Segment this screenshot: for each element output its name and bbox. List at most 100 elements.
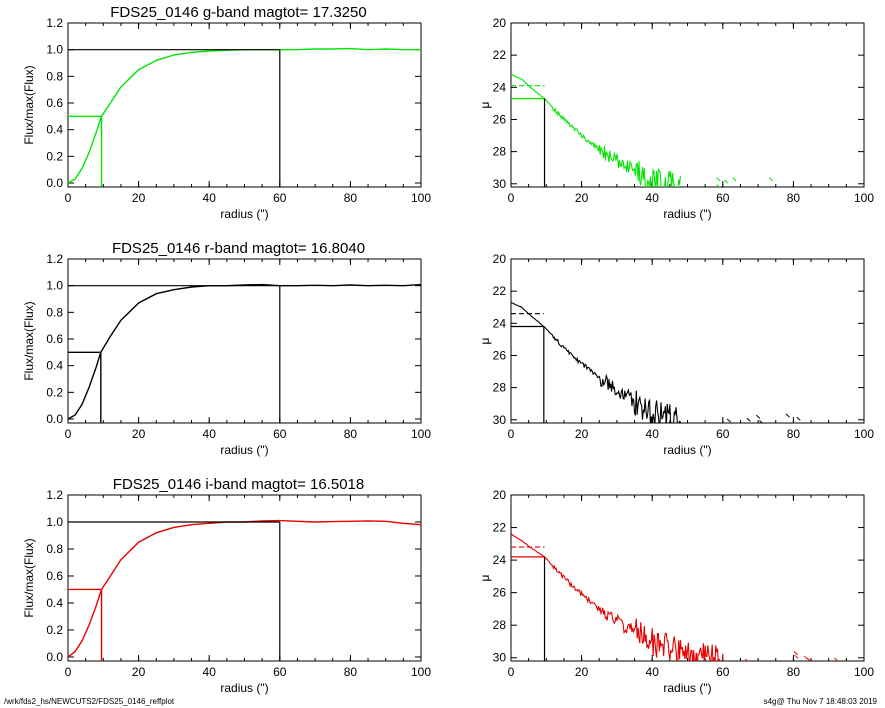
x-axis-label: radius (") bbox=[663, 443, 711, 457]
y-axis-label: Flux/max(Flux) bbox=[22, 301, 36, 380]
y-tick-label: 0.0 bbox=[46, 176, 63, 190]
y-axis-label: Flux/max(Flux) bbox=[22, 65, 36, 144]
x-tick-label: 60 bbox=[273, 427, 287, 441]
y-tick-label: 0.8 bbox=[46, 305, 63, 319]
y-tick-label: 22 bbox=[493, 48, 507, 62]
x-tick-label: 40 bbox=[203, 665, 217, 679]
y-tick-label: 0.6 bbox=[46, 332, 63, 346]
y-tick-label: 28 bbox=[493, 381, 507, 395]
profile-fragment bbox=[806, 657, 812, 661]
plot-frame bbox=[510, 494, 865, 662]
y-tick-label: 30 bbox=[493, 651, 507, 665]
profile-fragment bbox=[716, 177, 721, 182]
y-tick-label: 26 bbox=[493, 112, 507, 126]
chart-panel-i-profile: 0 20 40 60 80 100 20 22 24 26 28 30 radius (") μ bbox=[478, 488, 874, 695]
profile-fragment bbox=[744, 658, 749, 661]
y-tick-label: 30 bbox=[493, 413, 507, 427]
x-tick-label: 60 bbox=[716, 665, 730, 679]
plot-frame bbox=[510, 258, 865, 424]
x-tick-label: 80 bbox=[344, 191, 358, 205]
plot-frame bbox=[510, 22, 865, 188]
x-tick-label: 100 bbox=[411, 191, 431, 205]
plot-area bbox=[68, 519, 421, 661]
y-tick-label: 1.0 bbox=[46, 279, 63, 293]
x-tick-label: 80 bbox=[787, 427, 801, 441]
y-tick-label: 28 bbox=[493, 145, 507, 159]
x-tick-label: 60 bbox=[716, 191, 730, 205]
profile-fragment bbox=[732, 177, 737, 182]
y-tick-label: 0.8 bbox=[46, 542, 63, 556]
chart-panel-r-profile: 0 20 40 60 80 100 20 22 24 26 28 30 radius (") μ bbox=[478, 252, 874, 457]
plot-area bbox=[68, 283, 421, 423]
y-tick-label: 26 bbox=[493, 586, 507, 600]
profile-line bbox=[511, 301, 682, 423]
plot-frame bbox=[67, 22, 422, 188]
y-tick-label: 0.4 bbox=[46, 359, 63, 373]
profile-fragment bbox=[794, 654, 799, 659]
plot-frame bbox=[67, 258, 422, 424]
x-tick-label: 20 bbox=[132, 427, 146, 441]
y-tick-label: 1.0 bbox=[46, 515, 63, 529]
x-tick-label: 20 bbox=[575, 665, 589, 679]
plot-area bbox=[511, 533, 839, 661]
x-tick-label: 100 bbox=[854, 665, 874, 679]
x-tick-label: 60 bbox=[273, 191, 287, 205]
y-tick-label: 20 bbox=[493, 488, 507, 502]
x-tick-label: 0 bbox=[508, 427, 515, 441]
y-tick-label: 0.4 bbox=[46, 596, 63, 610]
y-tick-label: 24 bbox=[493, 316, 507, 330]
plot-area bbox=[511, 301, 801, 423]
y-axis-label: μ bbox=[478, 574, 492, 581]
panel-title: FDS25_0146 i-band magtot= 16.5018 bbox=[113, 476, 364, 493]
x-tick-label: 100 bbox=[411, 427, 431, 441]
y-axis-label: μ bbox=[478, 337, 492, 344]
x-tick-label: 20 bbox=[132, 665, 146, 679]
profile-fragment bbox=[759, 420, 763, 423]
x-axis-label: radius (") bbox=[220, 207, 268, 221]
profile-fragment bbox=[834, 657, 839, 661]
plot-area bbox=[511, 73, 774, 187]
x-tick-label: 100 bbox=[854, 191, 874, 205]
x-tick-label: 40 bbox=[203, 427, 217, 441]
y-tick-label: 0.6 bbox=[46, 569, 63, 583]
plot-frame bbox=[67, 494, 422, 662]
y-tick-label: 1.2 bbox=[46, 488, 63, 502]
x-tick-label: 100 bbox=[854, 427, 874, 441]
y-tick-label: 30 bbox=[493, 177, 507, 191]
y-tick-label: 0.2 bbox=[46, 385, 63, 399]
chart-panel-g-flux: 0 20 40 60 80 100 0.0 0.2 0.4 0.6 0.8 1.0 1.2 radius … bbox=[22, 4, 431, 221]
y-tick-label: 0.2 bbox=[46, 149, 63, 163]
x-tick-label: 0 bbox=[508, 665, 515, 679]
plot-area bbox=[68, 47, 421, 187]
y-tick-label: 0.6 bbox=[46, 96, 63, 110]
x-axis-label: radius (") bbox=[220, 681, 268, 695]
growth-curve-line bbox=[68, 519, 421, 658]
x-tick-label: 80 bbox=[344, 665, 358, 679]
x-tick-label: 80 bbox=[787, 191, 801, 205]
profile-fragment bbox=[716, 184, 721, 187]
y-tick-label: 26 bbox=[493, 348, 507, 362]
y-tick-label: 1.0 bbox=[46, 43, 63, 57]
x-tick-label: 0 bbox=[65, 191, 72, 205]
profile-fragment bbox=[768, 177, 774, 182]
y-tick-label: 24 bbox=[493, 80, 507, 94]
x-tick-label: 20 bbox=[575, 191, 589, 205]
profile-line bbox=[511, 73, 681, 187]
y-tick-label: 0.4 bbox=[46, 123, 63, 137]
chart-panel-g-profile: 0 20 40 60 80 100 20 22 24 26 28 30 radius (") μ bbox=[478, 16, 874, 221]
x-tick-label: 40 bbox=[646, 191, 660, 205]
chart-panel-i-flux: 0 20 40 60 80 100 0.0 0.2 0.4 0.6 0.8 1.0 1.2 radius … bbox=[22, 476, 431, 695]
y-axis-label: Flux/max(Flux) bbox=[22, 538, 36, 617]
y-tick-label: 0.0 bbox=[46, 650, 63, 664]
y-tick-label: 20 bbox=[493, 252, 507, 266]
x-tick-label: 60 bbox=[273, 665, 287, 679]
panel-title: FDS25_0146 r-band magtot= 16.8040 bbox=[112, 240, 365, 257]
y-tick-label: 28 bbox=[493, 618, 507, 632]
y-axis-label: μ bbox=[478, 101, 492, 108]
x-tick-label: 60 bbox=[716, 427, 730, 441]
y-tick-label: 0.8 bbox=[46, 69, 63, 83]
x-axis-label: radius (") bbox=[220, 443, 268, 457]
profile-fragment bbox=[793, 651, 798, 656]
footer-file-path: /wrk/fds2_hs/NEWCUTS2/FDS25_0146_reffplo… bbox=[4, 697, 175, 706]
